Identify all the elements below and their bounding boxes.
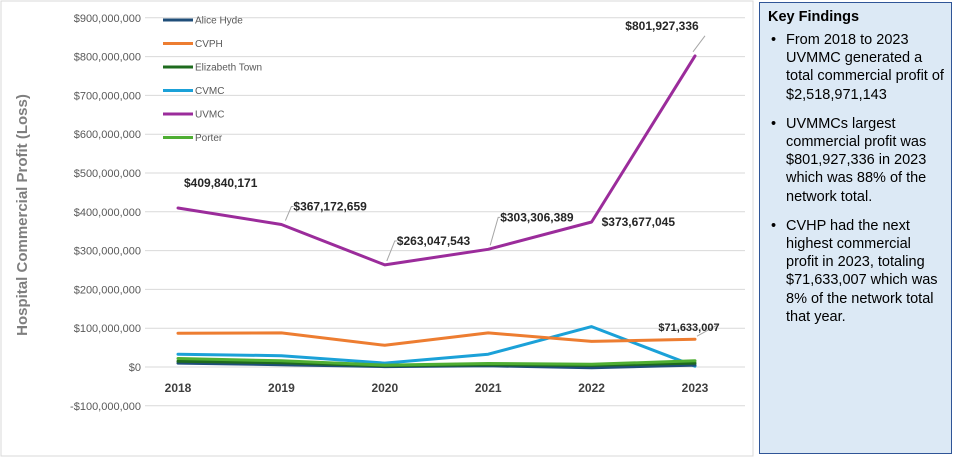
data-label: $303,306,389 xyxy=(500,210,574,224)
y-tick-label: $100,000,000 xyxy=(74,323,141,335)
data-label: $373,677,045 xyxy=(602,215,676,229)
data-label-leader xyxy=(696,324,718,337)
chart-frame xyxy=(0,0,754,457)
x-tick-label: 2021 xyxy=(475,381,502,395)
data-labels: $409,840,171 $367,172,659 $263,047,543 $303… xyxy=(184,19,720,337)
key-findings-list: From 2018 to 2023 UVMMC generated a tota… xyxy=(768,31,945,326)
data-label-leader xyxy=(386,240,397,262)
legend-label: CVMC xyxy=(195,86,224,97)
y-tick-label: -$100,000,000 xyxy=(70,401,141,413)
series-line-cvph xyxy=(176,331,697,347)
y-tick-label: $800,000,000 xyxy=(74,52,141,64)
finding-item: CVHP had the next highest commercial pro… xyxy=(771,217,945,326)
legend-label: CVPH xyxy=(195,39,223,50)
y-tick-label: $300,000,000 xyxy=(74,246,141,258)
x-axis-ticks: 2018 2019 2020 2021 2022 2023 xyxy=(165,381,709,395)
line-chart: -$100,000,000 $0 $100,000,000 $200,000,000 $… xyxy=(0,0,754,457)
y-tick-label: $200,000,000 xyxy=(74,284,141,296)
data-label: $263,047,543 xyxy=(397,234,471,248)
y-tick-label: $0 xyxy=(129,362,141,374)
data-label-leader xyxy=(692,35,706,53)
data-label: $409,840,171 xyxy=(184,176,258,190)
data-label: $71,633,007 xyxy=(658,322,719,334)
series-line-porter xyxy=(176,357,697,367)
y-tick-label: $600,000,000 xyxy=(74,129,141,141)
y-axis-label: Hospital Commercial Profit (Loss) xyxy=(14,94,31,336)
data-label-leader xyxy=(284,206,294,221)
y-tick-label: $900,000,000 xyxy=(74,13,141,25)
x-tick-label: 2022 xyxy=(578,381,605,395)
gridlines xyxy=(145,17,745,407)
x-tick-label: 2020 xyxy=(371,381,398,395)
data-label: $367,172,659 xyxy=(293,200,367,214)
key-findings-title: Key Findings xyxy=(768,9,860,25)
y-tick-label: $700,000,000 xyxy=(74,90,141,102)
finding-item: From 2018 to 2023 UVMMC generated a tota… xyxy=(771,31,945,104)
key-findings-panel: Key Findings From 2018 to 2023 UVMMC gen… xyxy=(759,2,952,454)
series-line-uvmc xyxy=(176,54,697,267)
series-line-cvmc xyxy=(176,325,697,368)
x-tick-label: 2018 xyxy=(165,381,192,395)
x-tick-label: 2019 xyxy=(268,381,295,395)
data-label-leader xyxy=(489,216,501,246)
legend-label: UVMC xyxy=(195,110,224,121)
legend-label: Alice Hyde xyxy=(195,16,243,27)
legend: Alice Hyde CVPH Elizabeth Town CVMC UVMC Port… xyxy=(163,16,262,144)
y-tick-label: $400,000,000 xyxy=(74,207,141,219)
x-tick-label: 2023 xyxy=(682,381,709,395)
legend-label: Elizabeth Town xyxy=(195,63,262,74)
y-axis-ticks: -$100,000,000 $0 $100,000,000 $200,000,000 $… xyxy=(70,13,141,413)
y-tick-label: $500,000,000 xyxy=(74,168,141,180)
data-label: $801,927,336 xyxy=(625,19,699,33)
finding-item: UVMMCs largest commercial profit was $80… xyxy=(771,115,945,206)
legend-label: Porter xyxy=(195,133,223,144)
series-lines xyxy=(176,54,697,370)
